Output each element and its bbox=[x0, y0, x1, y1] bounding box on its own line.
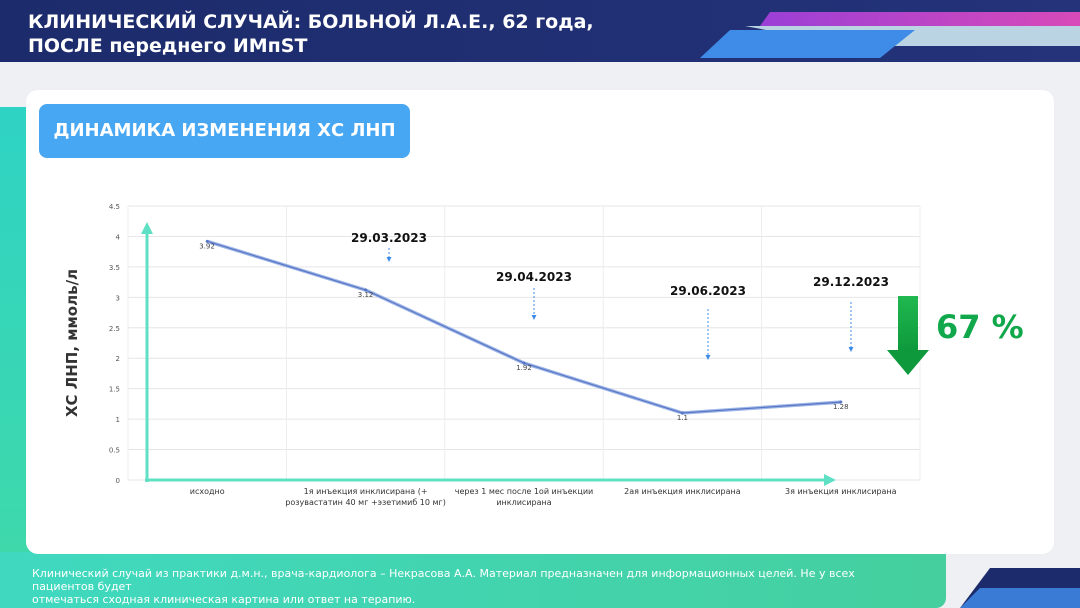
data-label: 1.28 bbox=[833, 403, 849, 411]
date-label: 29.03.2023 bbox=[351, 231, 427, 245]
x-tick-labels: исходно 1я инъекция инклисирана (+ розувас… bbox=[190, 487, 897, 507]
x-axis-arrow-icon bbox=[824, 474, 836, 486]
x-tick-label: через 1 мес после 1ой инъекции инклисиран… bbox=[455, 487, 593, 507]
footer-line-1: Клинический случай из практики д.м.н., в… bbox=[32, 567, 855, 593]
content-card bbox=[26, 90, 1054, 554]
date-arrow-icon bbox=[848, 347, 854, 352]
y-tick-label: 3 bbox=[116, 294, 120, 302]
data-label: 1.92 bbox=[516, 364, 532, 372]
footer-line-2: отмечаться сходная клиническая картина и… bbox=[32, 593, 416, 606]
data-label: 3.12 bbox=[358, 291, 374, 299]
date-label: 29.06.2023 bbox=[670, 284, 746, 298]
y-tick-label: 4.5 bbox=[109, 203, 120, 211]
x-tick-line: через 1 мес после 1ой инъекции bbox=[455, 487, 593, 496]
x-tick-label: исходно bbox=[190, 487, 225, 496]
title-line-2: ПОСЛЕ переднего ИМпST bbox=[28, 35, 308, 57]
y-tick-label: 2 bbox=[116, 355, 120, 363]
data-label: 3.92 bbox=[199, 242, 215, 250]
x-tick-line: 3я инъекция инклисирана bbox=[785, 487, 897, 496]
y-tick-label: 0.5 bbox=[109, 447, 120, 455]
date-arrow-icon bbox=[386, 257, 392, 262]
footer-disclaimer: Клинический случай из практики д.м.н., в… bbox=[32, 567, 912, 606]
magenta-stripe bbox=[760, 12, 1080, 26]
x-tick-line: розувастатин 40 мг +эзетимиб 10 мг) bbox=[285, 498, 446, 507]
x-tick-label: 1я инъекция инклисирана (+ розувастатин 4… bbox=[285, 487, 446, 507]
chart-gridlines bbox=[127, 205, 921, 481]
y-axis-arrow-icon bbox=[141, 222, 153, 234]
reduction-percent: 67 % bbox=[936, 308, 1024, 346]
y-tick-label: 4 bbox=[116, 233, 121, 241]
header-band bbox=[0, 0, 1080, 62]
x-tick-line: исходно bbox=[190, 487, 225, 496]
data-point bbox=[680, 411, 684, 415]
date-arrow-icon bbox=[705, 355, 711, 360]
section-title: ДИНАМИКА ИЗМЕНЕНИЯ ХС ЛНП bbox=[39, 104, 410, 158]
date-label: 29.04.2023 bbox=[496, 270, 572, 284]
date-annotations: 29.03.2023 29.04.2023 29.06.2023 29.12.2023 bbox=[351, 231, 889, 360]
data-point bbox=[839, 400, 843, 404]
x-tick-label: 2ая инъекция инклисирана bbox=[624, 487, 741, 496]
x-tick-label: 3я инъекция инклисирана bbox=[785, 487, 897, 496]
x-tick-line: 2ая инъекция инклисирана bbox=[624, 487, 741, 496]
data-point bbox=[522, 361, 526, 365]
y-tick-label: 1 bbox=[116, 416, 120, 424]
blue-stripe bbox=[700, 30, 915, 58]
down-arrow-icon bbox=[887, 296, 929, 375]
data-point bbox=[364, 288, 368, 292]
footer-band bbox=[0, 552, 946, 608]
y-tick-label: 0 bbox=[116, 477, 120, 485]
y-tick-label: 1.5 bbox=[109, 386, 120, 394]
y-tick-label: 2.5 bbox=[109, 325, 120, 333]
y-tick-labels: 0 0.5 1 1.5 2 2.5 3 3.5 4 4.5 bbox=[109, 203, 121, 485]
data-point bbox=[205, 239, 209, 243]
date-arrow-icon bbox=[531, 315, 537, 320]
date-label: 29.12.2023 bbox=[813, 275, 889, 289]
corner-decoration bbox=[960, 568, 1080, 608]
chart-axes bbox=[141, 222, 836, 486]
chart-series: 3.92 3.12 1.92 1.1 1.28 bbox=[199, 239, 849, 422]
page-title: КЛИНИЧЕСКИЙ СЛУЧАЙ: БОЛЬНОЙ Л.А.Е., 62 г… bbox=[28, 10, 594, 58]
x-tick-line: 1я инъекция инклисирана (+ bbox=[304, 487, 428, 496]
y-tick-label: 3.5 bbox=[109, 264, 120, 272]
y-axis-label: ХС ЛНП, ммоль/л bbox=[63, 269, 81, 417]
x-tick-line: инклисирана bbox=[496, 498, 551, 507]
title-line-1: КЛИНИЧЕСКИЙ СЛУЧАЙ: БОЛЬНОЙ Л.А.Е., 62 г… bbox=[28, 11, 594, 33]
data-label: 1.1 bbox=[677, 414, 688, 422]
